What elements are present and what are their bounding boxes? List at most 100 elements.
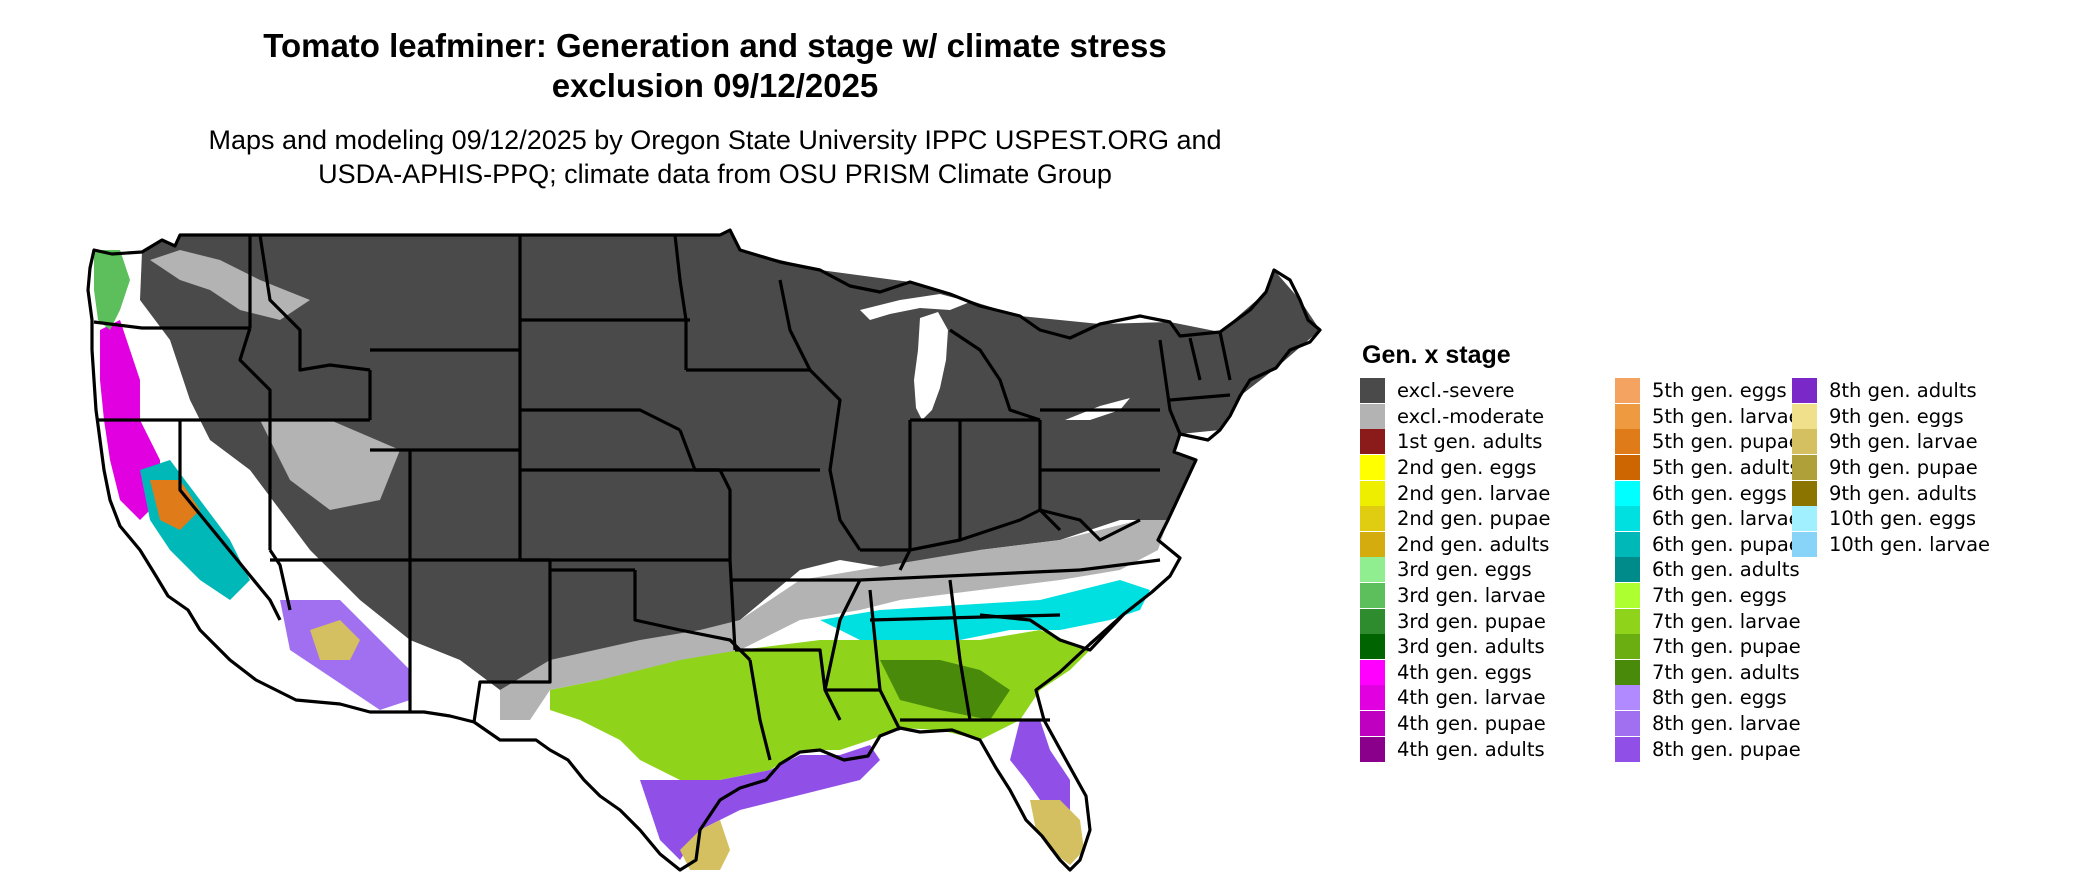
legend-item: 5th gen. pupae bbox=[1615, 429, 1801, 455]
legend-item: 5th gen. larvae bbox=[1615, 403, 1801, 430]
legend-label: 1st gen. adults bbox=[1397, 430, 1543, 454]
legend-swatch bbox=[1360, 403, 1385, 429]
border-or-id bbox=[238, 327, 272, 420]
legend-swatch bbox=[1360, 736, 1385, 762]
legend-item: 7th gen. larvae bbox=[1615, 608, 1801, 634]
legend-swatch bbox=[1615, 429, 1640, 455]
legend-swatch bbox=[1792, 403, 1817, 429]
legend-label: 9th gen. larvae bbox=[1829, 430, 1978, 454]
legend-items: excl.-severe excl.-moderate 1st gen. adult… bbox=[1360, 378, 2060, 778]
map-title-line2: exclusion 09/12/2025 bbox=[551, 67, 879, 104]
legend-swatch bbox=[1615, 711, 1640, 737]
region-severe-exclusion bbox=[140, 230, 1320, 690]
legend-swatch bbox=[1360, 531, 1385, 557]
legend-item: 2nd gen. larvae bbox=[1360, 480, 1550, 506]
legend-label: 3rd gen. eggs bbox=[1397, 558, 1532, 582]
border-nm-tx bbox=[472, 570, 552, 723]
legend-swatch bbox=[1792, 506, 1817, 532]
border-ky-tn bbox=[859, 568, 1081, 582]
legend-item: 4th gen. pupae bbox=[1360, 711, 1546, 737]
legend-swatch bbox=[1615, 659, 1640, 685]
legend-label: 4th gen. adults bbox=[1397, 737, 1545, 761]
legend-swatch bbox=[1615, 403, 1640, 429]
legend-label: 7th gen. pupae bbox=[1652, 635, 1801, 659]
legend-swatch bbox=[1615, 736, 1640, 762]
region-8th-gen-pupae bbox=[640, 745, 880, 860]
legend-item: 2nd gen. pupae bbox=[1360, 506, 1551, 532]
border-nh-me bbox=[1218, 331, 1232, 381]
region-moderate-exclusion bbox=[500, 520, 1168, 720]
legend-swatch bbox=[1615, 455, 1640, 481]
border-wa-or bbox=[93, 320, 250, 330]
map-subtitle-line2: USDA-APHIS-PPQ; climate data from OSU PR… bbox=[318, 159, 1112, 189]
map-regions bbox=[94, 230, 1320, 870]
border-ks-mo bbox=[718, 469, 732, 560]
legend-label: 6th gen. eggs bbox=[1652, 481, 1787, 505]
legend-label: 5th gen. pupae bbox=[1652, 430, 1801, 454]
border-ar-ms bbox=[823, 579, 862, 691]
legend-label: 4th gen. eggs bbox=[1397, 660, 1532, 684]
legend-label: 3rd gen. larvae bbox=[1397, 584, 1546, 608]
legend-label: 4th gen. larvae bbox=[1397, 686, 1546, 710]
legend-swatch bbox=[1360, 711, 1385, 737]
border-mn-wi bbox=[778, 279, 812, 371]
map-title: Tomato leafminer: Generation and stage w… bbox=[150, 26, 1280, 106]
legend-item: 8th gen. eggs bbox=[1615, 685, 1787, 711]
border-ok-tx bbox=[633, 570, 752, 662]
legend-label: 8th gen. eggs bbox=[1652, 686, 1787, 710]
border-vt-nh bbox=[1188, 337, 1202, 381]
legend-label: excl.-moderate bbox=[1397, 404, 1545, 428]
legend-item: 2nd gen. eggs bbox=[1360, 455, 1536, 481]
border-ca-nv bbox=[178, 420, 282, 621]
legend-swatch bbox=[1615, 480, 1640, 506]
legend-swatch bbox=[1792, 429, 1817, 455]
legend-label: 6th gen. larvae bbox=[1652, 507, 1801, 531]
legend-label: 7th gen. adults bbox=[1652, 660, 1800, 684]
legend-label: 9th gen. eggs bbox=[1829, 404, 1964, 428]
legend-item: 8th gen. pupae bbox=[1615, 736, 1801, 762]
region-6th-gen-larvae bbox=[820, 580, 1150, 640]
legend-label: excl.-severe bbox=[1397, 379, 1515, 403]
legend-swatch bbox=[1792, 378, 1817, 404]
legend-swatch bbox=[1360, 634, 1385, 660]
legend-item: 4th gen. adults bbox=[1360, 736, 1545, 762]
legend-swatch bbox=[1615, 634, 1640, 660]
region-az-9th bbox=[310, 620, 360, 660]
legend-label: 8th gen. pupae bbox=[1652, 737, 1801, 761]
border-dakotas-mn bbox=[673, 234, 688, 370]
legend-label: 10th gen. larvae bbox=[1829, 532, 1991, 556]
legend-swatch bbox=[1360, 659, 1385, 685]
legend-item: 1st gen. adults bbox=[1360, 429, 1542, 455]
legend-label: 7th gen. larvae bbox=[1652, 609, 1801, 633]
legend-item: 6th gen. larvae bbox=[1615, 506, 1801, 532]
legend-swatch bbox=[1360, 506, 1385, 532]
legend-swatch bbox=[1792, 480, 1817, 506]
legend-label: 8th gen. adults bbox=[1829, 379, 1977, 403]
legend-item: 7th gen. pupae bbox=[1615, 634, 1801, 660]
legend-swatch bbox=[1615, 531, 1640, 557]
lake-superior bbox=[860, 294, 970, 320]
legend-label: 2nd gen. eggs bbox=[1397, 456, 1537, 480]
legend-swatch bbox=[1615, 608, 1640, 634]
legend-item: 3rd gen. pupae bbox=[1360, 608, 1546, 634]
legend-item: 6th gen. adults bbox=[1615, 557, 1800, 583]
legend-swatch bbox=[1792, 455, 1817, 481]
legend-swatch bbox=[1360, 480, 1385, 506]
legend-label: 2nd gen. larvae bbox=[1397, 481, 1551, 505]
region-9th-gen-larvae-tx bbox=[680, 820, 730, 870]
legend-label: 6th gen. adults bbox=[1652, 558, 1800, 582]
region-8th-gen-pupae-fl bbox=[1010, 720, 1070, 810]
us-phenology-map bbox=[86, 228, 1322, 872]
border-nv-az bbox=[268, 549, 292, 611]
region-wa-3rd bbox=[94, 250, 130, 330]
legend-item: 5th gen. eggs bbox=[1615, 378, 1787, 404]
region-ca-5th bbox=[150, 480, 200, 530]
border-ok-ar bbox=[728, 559, 737, 651]
border-al-ga bbox=[948, 579, 972, 721]
border-ky-north bbox=[860, 508, 1062, 552]
legend-label: 2nd gen. pupae bbox=[1397, 507, 1551, 531]
border-sd-ne bbox=[520, 408, 681, 432]
legend-item: 9th gen. larvae bbox=[1792, 429, 1978, 455]
border-oh-pa-wv bbox=[1038, 420, 1141, 542]
legend-label: 4th gen. pupae bbox=[1397, 712, 1546, 736]
